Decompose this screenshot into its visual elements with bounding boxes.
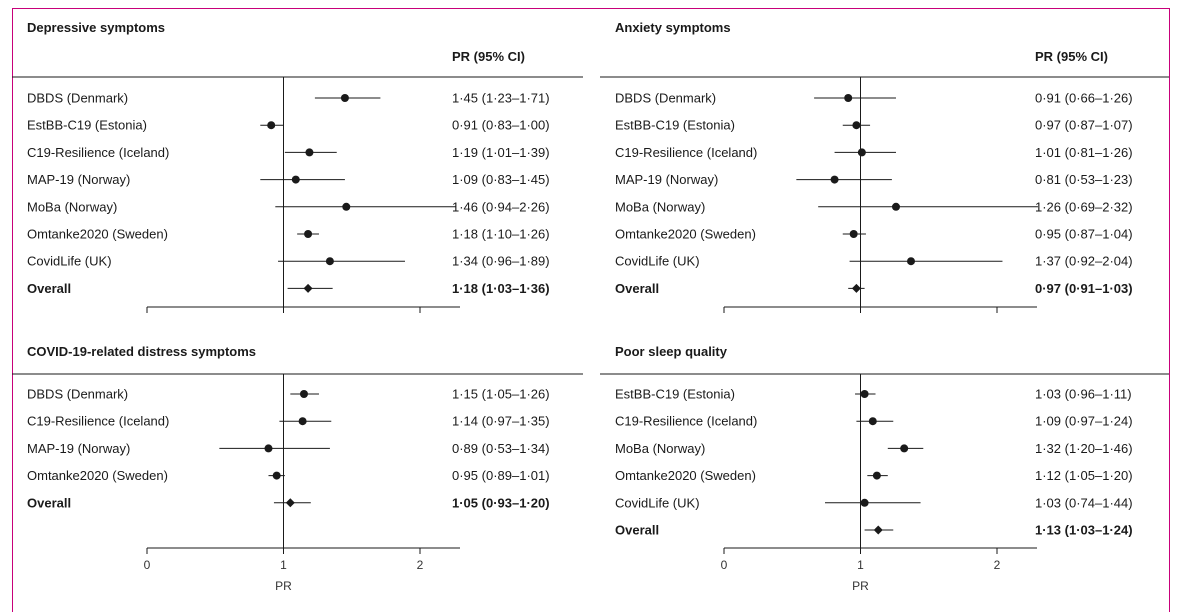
estimate-text: 1·14 (0·97–1·35) xyxy=(452,414,550,429)
point-estimate xyxy=(872,471,881,480)
estimate-text: 0·95 (0·89–1·01) xyxy=(452,468,550,483)
x-tick-label: 2 xyxy=(417,558,424,572)
estimate-text: 1·37 (0·92–2·04) xyxy=(1035,254,1133,269)
study-label: DBDS (Denmark) xyxy=(615,91,716,106)
point-estimate xyxy=(852,121,861,130)
estimate-text: 1·26 (0·69–2·32) xyxy=(1035,199,1133,214)
overall-diamond xyxy=(303,283,313,293)
study-label: MAP-19 (Norway) xyxy=(27,172,130,187)
study-label: Omtanke2020 (Sweden) xyxy=(615,227,756,242)
estimate-text: 1·03 (0·74–1·44) xyxy=(1035,495,1133,510)
study-label: CovidLife (UK) xyxy=(27,254,112,269)
estimate-text: 0·91 (0·83–1·00) xyxy=(452,118,550,133)
study-label: Omtanke2020 (Sweden) xyxy=(27,468,168,483)
estimate-text: 1·01 (0·81–1·26) xyxy=(1035,145,1133,160)
estimate-text: 0·95 (0·87–1·04) xyxy=(1035,227,1133,242)
estimate-text: 1·12 (1·05–1·20) xyxy=(1035,468,1133,483)
overall-estimate-text: 1·05 (0·93–1·20) xyxy=(452,495,550,510)
point-estimate xyxy=(891,202,900,211)
study-label: CovidLife (UK) xyxy=(615,495,700,510)
estimate-text: 0·81 (0·53–1·23) xyxy=(1035,172,1133,187)
figure-frame xyxy=(12,8,1170,612)
estimate-text: 1·09 (0·83–1·45) xyxy=(452,172,550,187)
column-header-pr-ci: PR (95% CI) xyxy=(1035,49,1108,64)
point-estimate xyxy=(907,257,916,266)
x-tick-label: 1 xyxy=(857,558,864,572)
study-label: EstBB-C19 (Estonia) xyxy=(615,118,735,133)
study-label: MoBa (Norway) xyxy=(615,199,705,214)
point-estimate xyxy=(325,257,334,266)
point-estimate xyxy=(900,444,909,453)
point-estimate xyxy=(264,444,273,453)
estimate-text: 1·15 (1·05–1·26) xyxy=(452,387,550,402)
estimate-text: 1·09 (0·97–1·24) xyxy=(1035,414,1133,429)
x-tick-label: 1 xyxy=(280,558,287,572)
overall-estimate-text: 1·13 (1·03–1·24) xyxy=(1035,523,1133,538)
point-estimate xyxy=(267,121,276,130)
overall-diamond xyxy=(851,283,861,293)
point-estimate xyxy=(291,175,300,184)
x-axis-label: PR xyxy=(275,579,292,593)
estimate-text: 0·97 (0·87–1·07) xyxy=(1035,118,1133,133)
point-estimate xyxy=(298,417,307,426)
study-label: DBDS (Denmark) xyxy=(27,91,128,106)
estimate-text: 0·91 (0·66–1·26) xyxy=(1035,91,1133,106)
overall-label: Overall xyxy=(27,281,71,296)
overall-label: Overall xyxy=(27,495,71,510)
study-label: C19-Resilience (Iceland) xyxy=(27,145,169,160)
estimate-text: 1·32 (1·20–1·46) xyxy=(1035,441,1133,456)
study-label: MoBa (Norway) xyxy=(27,199,117,214)
x-axis-label: PR xyxy=(852,579,869,593)
point-estimate xyxy=(868,417,877,426)
overall-diamond xyxy=(873,525,883,535)
estimate-text: 1·46 (0·94–2·26) xyxy=(452,199,550,214)
study-label: C19-Resilience (Iceland) xyxy=(615,414,757,429)
study-label: Omtanke2020 (Sweden) xyxy=(615,468,756,483)
point-estimate xyxy=(857,148,866,157)
study-label: CovidLife (UK) xyxy=(615,254,700,269)
overall-estimate-text: 0·97 (0·91–1·03) xyxy=(1035,281,1133,296)
study-label: C19-Resilience (Iceland) xyxy=(615,145,757,160)
study-label: DBDS (Denmark) xyxy=(27,387,128,402)
study-label: EstBB-C19 (Estonia) xyxy=(615,387,735,402)
column-header-pr-ci: PR (95% CI) xyxy=(452,49,525,64)
point-estimate xyxy=(342,202,351,211)
x-tick-label: 0 xyxy=(144,558,151,572)
estimate-text: 1·18 (1·10–1·26) xyxy=(452,227,550,242)
study-label: C19-Resilience (Iceland) xyxy=(27,414,169,429)
study-label: MoBa (Norway) xyxy=(615,441,705,456)
study-label: Omtanke2020 (Sweden) xyxy=(27,227,168,242)
estimate-text: 0·89 (0·53–1·34) xyxy=(452,441,550,456)
x-tick-label: 2 xyxy=(994,558,1001,572)
overall-label: Overall xyxy=(615,523,659,538)
point-estimate xyxy=(304,230,313,238)
point-estimate xyxy=(272,471,281,480)
point-estimate xyxy=(860,390,869,398)
x-tick-label: 0 xyxy=(721,558,728,572)
estimate-text: 1·03 (0·96–1·11) xyxy=(1035,387,1132,402)
panel-title: Poor sleep quality xyxy=(615,344,728,359)
panel-title: COVID-19-related distress symptoms xyxy=(27,344,256,359)
point-estimate xyxy=(299,390,308,398)
estimate-text: 1·34 (0·96–1·89) xyxy=(452,254,550,269)
point-estimate xyxy=(340,94,349,102)
estimate-text: 1·19 (1·01–1·39) xyxy=(452,145,550,160)
overall-label: Overall xyxy=(615,281,659,296)
panel-title: Anxiety symptoms xyxy=(615,20,731,35)
study-label: EstBB-C19 (Estonia) xyxy=(27,118,147,133)
study-label: MAP-19 (Norway) xyxy=(615,172,718,187)
panel-title: Depressive symptoms xyxy=(27,20,165,35)
study-label: MAP-19 (Norway) xyxy=(27,441,130,456)
point-estimate xyxy=(849,230,858,238)
overall-diamond xyxy=(285,498,295,508)
point-estimate xyxy=(844,94,853,102)
point-estimate xyxy=(860,498,869,507)
overall-estimate-text: 1·18 (1·03–1·36) xyxy=(452,281,550,296)
point-estimate xyxy=(305,148,314,157)
point-estimate xyxy=(830,175,839,184)
estimate-text: 1·45 (1·23–1·71) xyxy=(452,91,550,106)
